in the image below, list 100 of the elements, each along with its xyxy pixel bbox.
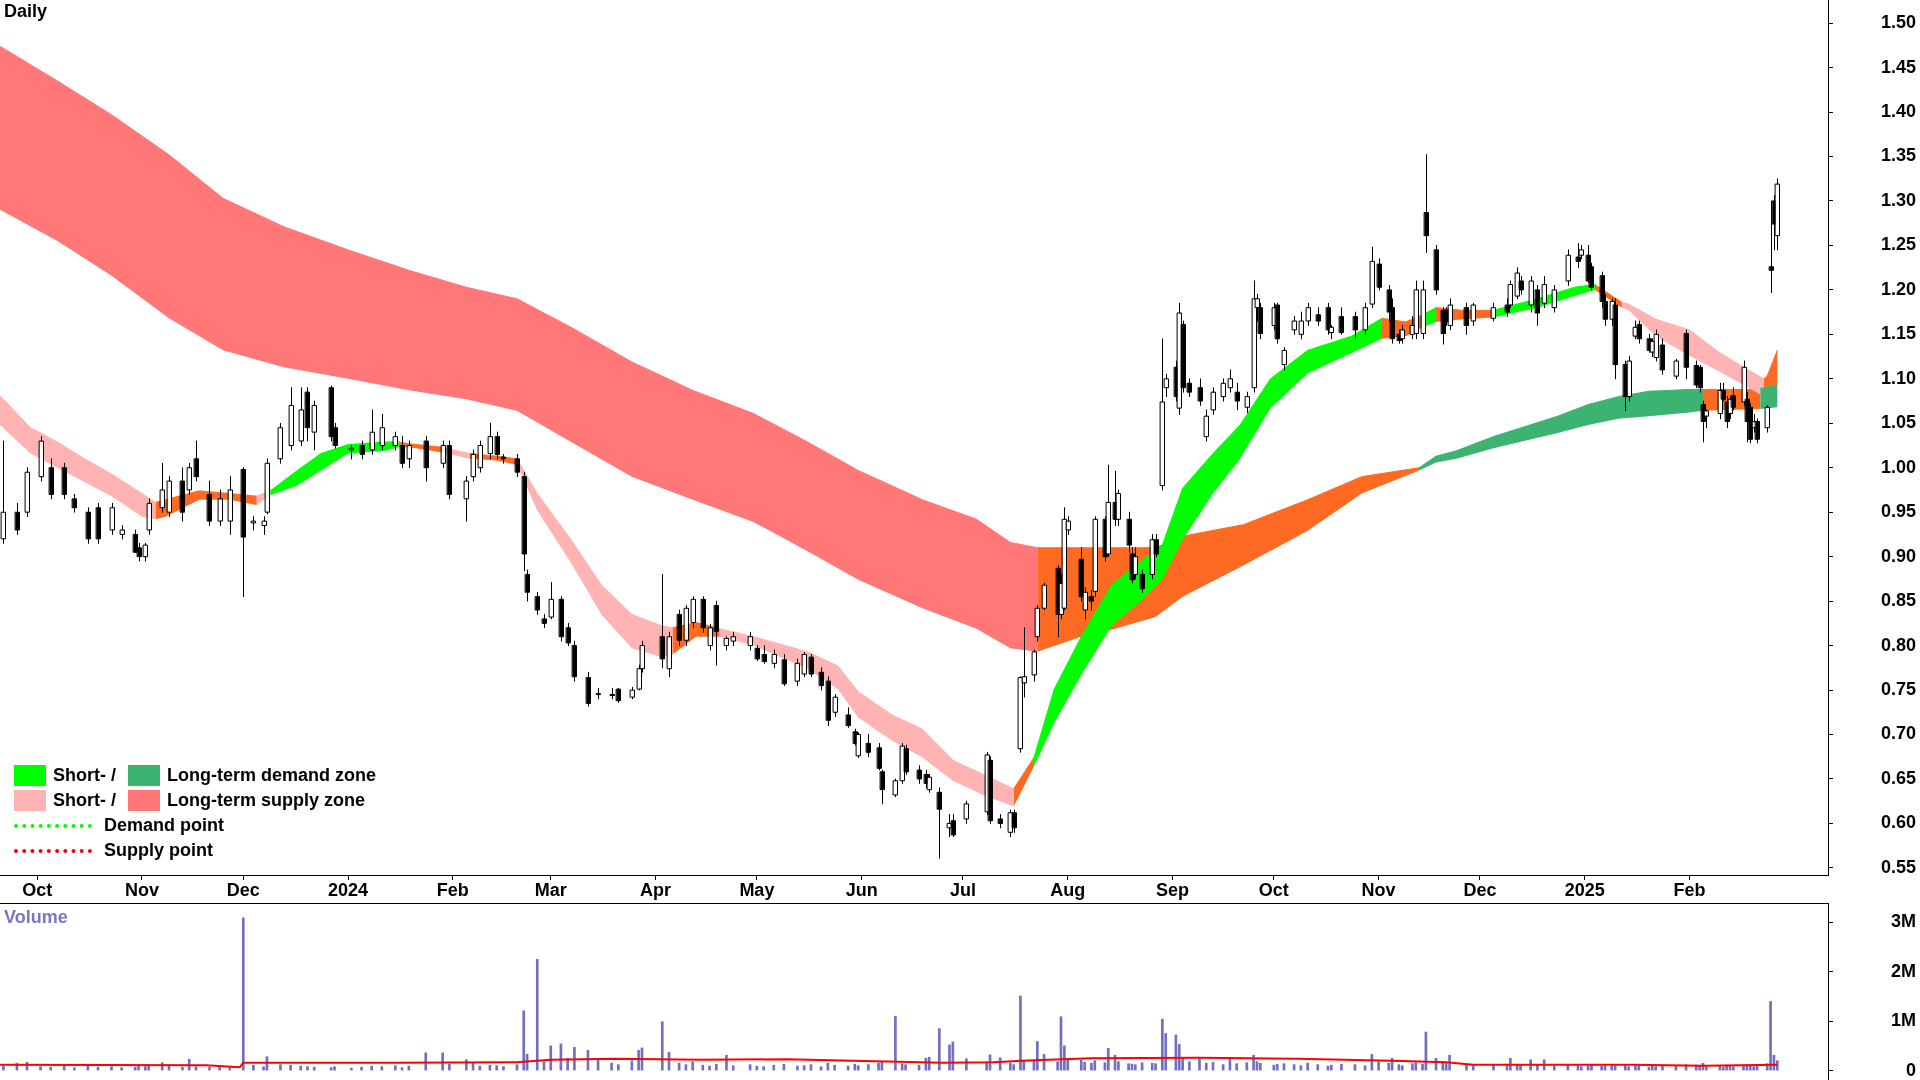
bar (39, 1066, 42, 1071)
candlestick (998, 814, 1003, 829)
y-tick-label: 1M (1890, 1010, 1916, 1031)
bar (478, 1065, 482, 1071)
chart-title: Daily (4, 1, 48, 22)
bar (904, 1064, 907, 1071)
candlestick (120, 525, 125, 540)
bar (637, 1050, 640, 1071)
bar (938, 1028, 941, 1071)
legend-label: Short- / (53, 790, 116, 811)
x-tick-label: Oct (1258, 879, 1289, 900)
bar (333, 1066, 336, 1071)
bar (1154, 1063, 1157, 1071)
bar (360, 1066, 363, 1071)
bar (610, 1062, 613, 1071)
candlestick (1370, 246, 1375, 309)
candlestick (1775, 178, 1780, 251)
candlestick (1566, 249, 1571, 286)
bar (1079, 1059, 1083, 1071)
bar (448, 1063, 451, 1071)
bar (715, 1063, 718, 1071)
bar (110, 1066, 113, 1071)
bar (143, 1066, 147, 1071)
bar (1235, 1063, 1239, 1071)
candlestick (677, 609, 682, 647)
candlestick (1421, 280, 1426, 340)
bar (802, 1065, 806, 1071)
candlestick (241, 467, 246, 598)
bar (877, 1062, 880, 1071)
candlestick (1400, 324, 1405, 344)
x-tick-label: Oct (22, 879, 53, 900)
bar (1732, 1066, 1735, 1071)
x-tick-label: Dec (226, 879, 260, 900)
chart-title: Volume (4, 907, 68, 928)
bar (312, 1066, 316, 1071)
candlestick (572, 640, 577, 682)
bar (1188, 1061, 1191, 1071)
bar (701, 1064, 705, 1071)
candlestick (691, 596, 696, 629)
y-tick-label: 1.20 (1880, 278, 1916, 299)
candlestick (400, 436, 405, 469)
candlestick (1674, 358, 1679, 380)
candlestick (312, 400, 317, 451)
bar (1752, 1066, 1755, 1071)
candlestick (1471, 302, 1476, 326)
bar (1083, 1061, 1086, 1071)
candlestick (207, 480, 212, 527)
candlestick (251, 516, 256, 531)
x-tick-label: Feb (1673, 879, 1706, 900)
x-tick-label: Apr (640, 879, 672, 900)
candlestick (701, 596, 706, 633)
bar (731, 1065, 735, 1071)
y-tick-label: 1.15 (1880, 323, 1916, 344)
bar (1093, 1060, 1097, 1071)
x-tick-label: Jun (845, 879, 878, 900)
bar (772, 1064, 776, 1071)
bar (1411, 1063, 1414, 1071)
candlestick (1755, 418, 1760, 444)
y-tick-label: 0.65 (1880, 767, 1916, 788)
bar (49, 1066, 53, 1071)
x-tick-label: Nov (124, 879, 159, 900)
y-tick-label: 0.80 (1880, 634, 1916, 655)
legend-label: Long-term demand zone (167, 765, 377, 786)
bar (1654, 1066, 1658, 1071)
bar (900, 1063, 904, 1071)
candlestick (1613, 298, 1618, 380)
candlestick (194, 440, 199, 482)
candlestick (1491, 302, 1496, 322)
bar (762, 1066, 765, 1071)
bar (380, 1066, 384, 1071)
candlestick (630, 686, 635, 700)
bar (1150, 1062, 1154, 1071)
candlestick (407, 440, 412, 469)
y-tick-label: 1.35 (1880, 145, 1916, 166)
candlestick (265, 458, 270, 515)
y-tick-label: 0.55 (1880, 856, 1916, 877)
candlestick (566, 622, 571, 647)
bar (1245, 1062, 1249, 1071)
candlestick (380, 413, 385, 451)
bar (1580, 1066, 1583, 1071)
candlestick (667, 631, 672, 678)
y-tick-label: 1.10 (1880, 367, 1916, 388)
bar (1627, 1066, 1630, 1071)
bar (1008, 1062, 1012, 1071)
bar (1340, 1063, 1343, 1071)
candlestick (951, 814, 956, 838)
x-tick-label: 2024 (328, 879, 369, 900)
candlestick (160, 462, 165, 513)
y-tick-label: 1.40 (1880, 101, 1916, 122)
y-tick-label: 1.30 (1880, 189, 1916, 210)
candlestick (180, 467, 185, 522)
candlestick (586, 671, 591, 707)
y-tick-label: 0.60 (1880, 812, 1916, 833)
candlestick (1684, 329, 1689, 380)
candlestick (110, 502, 115, 535)
bar (252, 1064, 255, 1071)
legend-label: Long-term supply zone (167, 790, 365, 811)
bar (948, 1044, 951, 1071)
bar (279, 1064, 282, 1071)
bar (660, 1021, 664, 1071)
